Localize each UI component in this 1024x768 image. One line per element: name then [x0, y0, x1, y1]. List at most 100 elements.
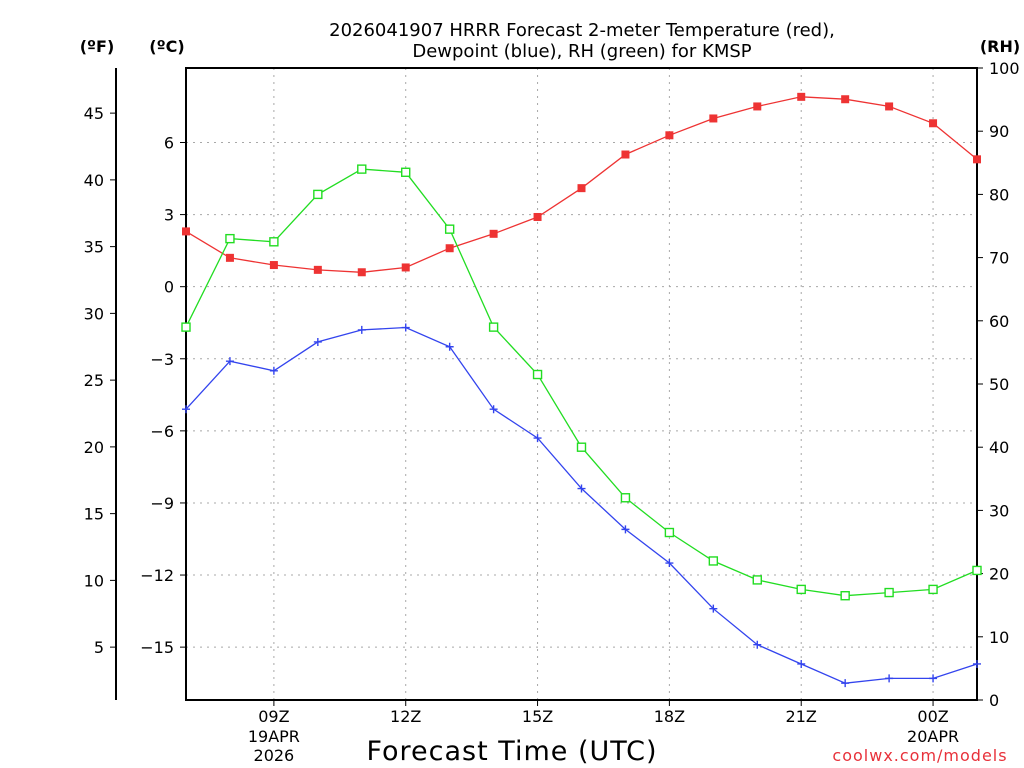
dewpoint-marker — [445, 342, 454, 351]
rh-marker — [225, 233, 235, 244]
fahrenheit-tick-label: 5 — [94, 638, 104, 657]
celsius-tick-label: −15 — [140, 638, 174, 657]
rh-marker — [972, 565, 982, 576]
2-meter-temperature-marker — [182, 227, 190, 236]
x-axis-label: Forecast Time (UTC) — [366, 736, 657, 767]
chart-title-line-1: 2026041907 HRRR Forecast 2-meter Tempera… — [329, 20, 835, 41]
2-meter-temperature-marker — [621, 150, 630, 159]
2-meter-temperature-marker — [753, 102, 762, 111]
x-tick-label: 21Z — [786, 707, 817, 726]
dewpoint-marker — [929, 674, 938, 683]
2-meter-temperature-marker — [269, 261, 278, 270]
dewpoint-marker — [401, 323, 410, 332]
rh-tick-label: 100 — [989, 59, 1020, 78]
chart-title-line-2: Dewpoint (blue), RH (green) for KMSP — [412, 41, 751, 62]
rh-tick-label: 20 — [989, 565, 1009, 584]
celsius-tick-label: −12 — [140, 566, 174, 585]
fahrenheit-tick-label: 40 — [84, 171, 104, 190]
rh-marker — [620, 493, 631, 503]
dewpoint-marker — [533, 434, 542, 443]
celsius-tick-label: 6 — [164, 133, 174, 152]
x-tick-label: 15Z — [522, 707, 553, 726]
plot-frame — [185, 67, 978, 701]
rh-marker — [269, 237, 279, 247]
rh-marker — [884, 587, 894, 598]
rh-marker — [532, 369, 543, 380]
data-series — [181, 92, 982, 688]
credit-text: coolwx.com/models — [832, 746, 1007, 765]
fahrenheit-tick-label: 15 — [84, 505, 104, 524]
rh-unit-label: (RH) — [980, 37, 1020, 56]
dewpoint-marker — [841, 679, 850, 688]
dewpoint-marker — [665, 559, 674, 568]
rh-marker — [488, 322, 499, 332]
x-tick-label: 09Z — [258, 707, 289, 726]
dewpoint-marker — [225, 357, 234, 366]
2-meter-temperature-marker — [357, 268, 366, 277]
fahrenheit-tick-label: 10 — [84, 571, 104, 590]
fahrenheit-unit-label: (ºF) — [80, 37, 115, 56]
rh-line — [185, 168, 978, 597]
x-tick-date-label: 20APR — [907, 727, 959, 746]
rh-tick-label: 60 — [989, 312, 1009, 331]
rh-marker — [752, 575, 762, 585]
x-tick-label: 18Z — [654, 707, 685, 726]
x-tick-label: 12Z — [390, 707, 421, 726]
rh-marker — [444, 224, 455, 234]
rh-tick-label: 30 — [989, 501, 1009, 520]
2-meter-temperature-marker — [841, 95, 850, 104]
celsius-tick-label: −3 — [150, 350, 174, 369]
rh-tick-label: 50 — [989, 375, 1009, 394]
2-meter-temperature-marker — [533, 212, 542, 221]
2-meter-temperature-marker — [797, 92, 806, 101]
2-meter-temperature-marker — [445, 244, 454, 253]
2-meter-temperature-marker — [973, 155, 981, 164]
fahrenheit-tick-label: 45 — [84, 104, 104, 123]
x-tick-date-label: 19APR — [248, 727, 300, 746]
rh-tick-label: 90 — [989, 122, 1009, 141]
grid-lines — [186, 68, 977, 700]
rh-marker — [401, 167, 411, 177]
dewpoint-marker — [885, 674, 894, 683]
celsius-tick-label: 3 — [164, 206, 174, 225]
2-meter-temperature-marker — [885, 102, 894, 111]
dewpoint-marker — [577, 484, 586, 493]
2-meter-temperature-marker — [709, 114, 718, 123]
dewpoint-marker — [269, 366, 278, 375]
dewpoint-marker — [182, 405, 190, 414]
dewpoint-marker — [621, 525, 630, 534]
2-meter-temperature-marker — [489, 229, 498, 238]
dewpoint-marker — [753, 640, 762, 649]
x-tick-year-label: 2026 — [254, 746, 295, 765]
fahrenheit-tick-label: 35 — [84, 238, 104, 257]
rh-marker — [313, 189, 323, 200]
2-meter-temperature-marker — [313, 265, 322, 274]
celsius-tick-label: −9 — [150, 494, 174, 513]
rh-tick-label: 10 — [989, 628, 1009, 647]
rh-marker — [708, 556, 719, 566]
2-meter-temperature-marker — [401, 263, 410, 272]
2-meter-temperature-marker — [577, 184, 586, 193]
dewpoint-marker — [797, 659, 806, 668]
celsius-tick-label: −6 — [150, 422, 174, 441]
dewpoint-marker — [709, 604, 718, 613]
rh-tick-label: 0 — [989, 691, 999, 710]
dewpoint-marker — [313, 337, 322, 346]
dewpoint-marker — [973, 659, 981, 668]
fahrenheit-tick-label: 30 — [84, 304, 104, 323]
x-tick-label: 00Z — [917, 707, 948, 726]
rh-marker — [928, 584, 938, 595]
celsius-unit-label: (ºC) — [149, 37, 184, 56]
rh-tick-label: 40 — [989, 438, 1009, 457]
fahrenheit-tick-label: 25 — [84, 371, 104, 390]
fahrenheit-tick-label: 20 — [84, 438, 104, 457]
rh-tick-label: 80 — [989, 185, 1009, 204]
rh-marker — [664, 527, 675, 538]
dewpoint-marker — [489, 405, 498, 414]
rh-marker — [576, 442, 587, 452]
rh-tick-label: 70 — [989, 249, 1009, 268]
dewpoint-line — [185, 326, 978, 684]
rh-marker — [840, 591, 850, 601]
